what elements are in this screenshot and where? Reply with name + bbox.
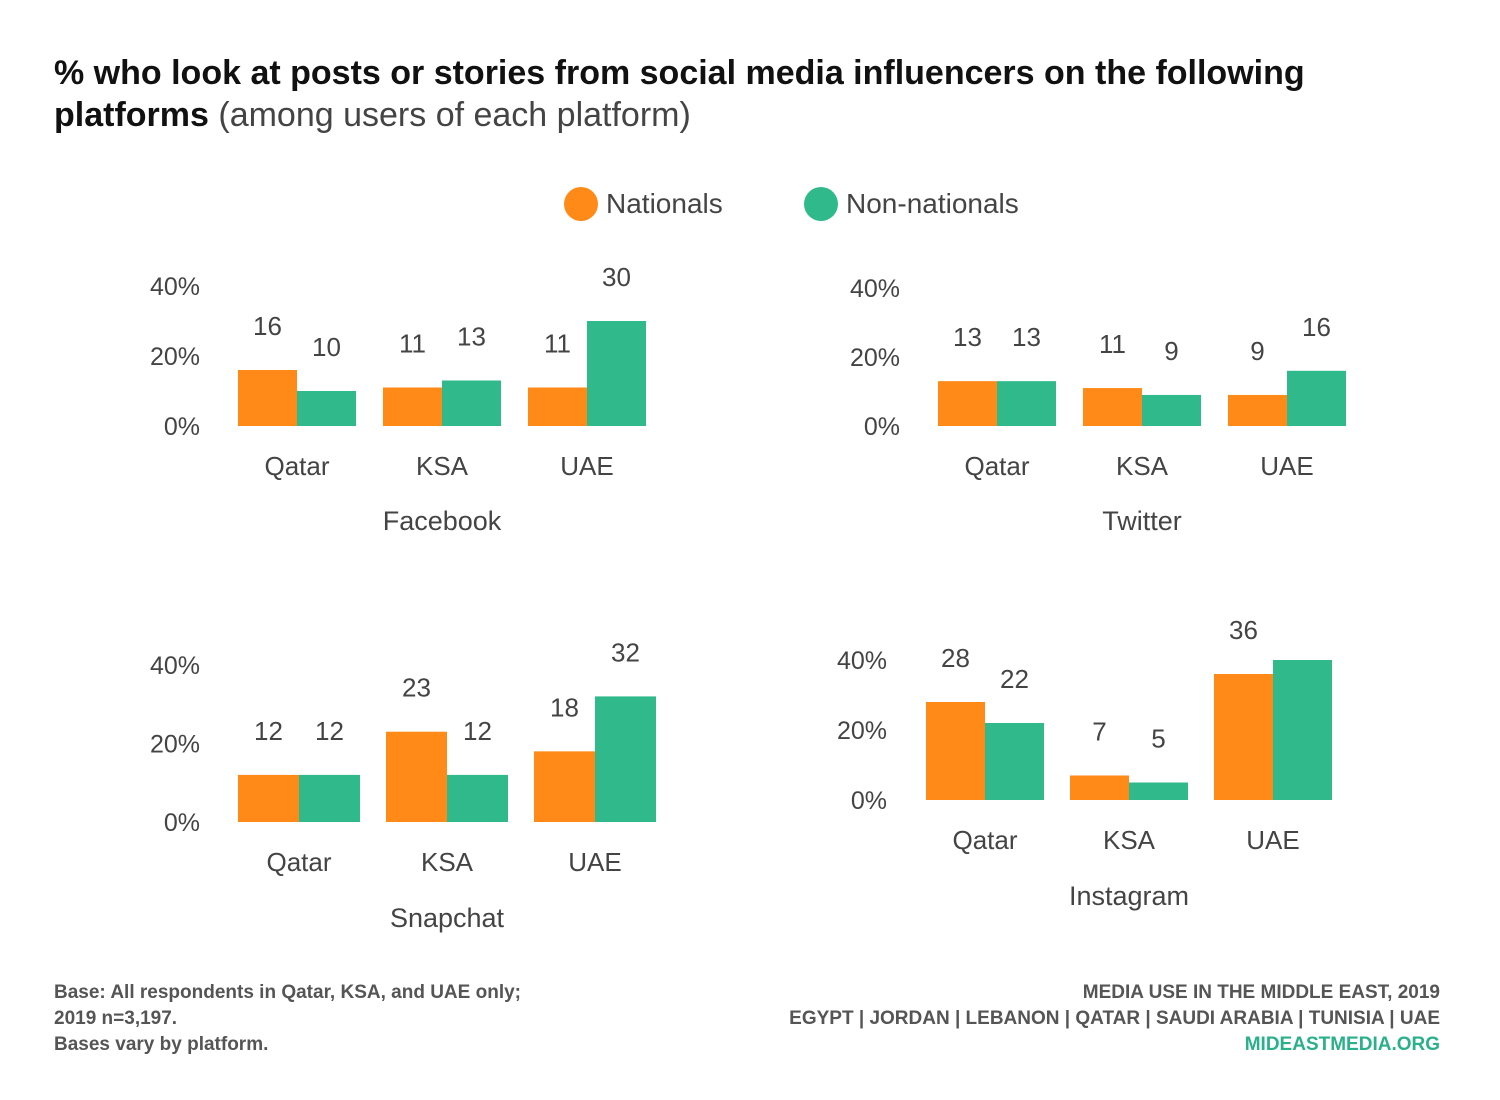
twitter-x-tick-qatar: Qatar [964,451,1029,481]
facebook-bar-qatar-nationals [238,370,297,426]
legend-item-nationals: Nationals [564,182,723,226]
instagram-bar-uae-non-nationals [1273,660,1332,800]
facebook-bar-ksa-nationals [383,387,442,426]
legend-item-non-nationals: Non-nationals [804,182,1019,226]
facebook-value-label-uae-nationals: 11 [544,329,571,359]
instagram-value-label-qatar-nationals: 28 [941,643,970,673]
twitter-bar-qatar-non-nationals [997,381,1056,426]
instagram-y-tick-40-: 40% [837,647,887,675]
instagram-value-label-ksa-nationals: 7 [1092,717,1106,747]
legend-label-non-nationals: Non-nationals [846,188,1019,219]
base-note-line-3: Bases vary by platform. [54,1034,269,1055]
facebook-value-label-uae-non-nationals: 30 [602,262,631,292]
twitter-x-tick-ksa: KSA [1116,451,1169,481]
snapchat-bar-qatar-nationals [238,774,299,822]
source-title: MEDIA USE IN THE MIDDLE EAST, 2019 [1082,982,1440,1003]
snapchat-x-tick-uae: UAE [568,847,621,877]
snapchat-value-label-ksa-non-nationals: 12 [463,716,492,746]
twitter-value-label-ksa-non-nationals: 9 [1164,336,1178,366]
legend: Nationals Non-nationals [0,182,1500,226]
facebook-panel-title: Facebook [383,506,502,536]
charts-area: 0% 20% 40% 16 10 Qatar 11 13 KSA 11 30 UAE Facebook 0… [150,262,1346,933]
twitter-y-tick-20-: 20% [850,344,900,372]
snapchat-x-tick-ksa: KSA [421,847,474,877]
twitter-value-label-ksa-nationals: 11 [1099,329,1126,359]
instagram-bar-uae-nationals [1214,674,1273,800]
facebook-bar-qatar-non-nationals [297,391,356,426]
snapchat-x-tick-qatar: Qatar [266,847,331,877]
instagram-value-label-qatar-non-nationals: 22 [1000,664,1029,694]
facebook-value-label-ksa-non-nationals: 13 [457,322,486,352]
snapchat-bar-ksa-non-nationals [447,774,508,822]
instagram-x-tick-ksa: KSA [1103,825,1156,855]
source-countries: EGYPT | JORDAN | LEBANON | QATAR | SAUDI… [789,1008,1440,1029]
legend-swatch-nationals [564,187,598,221]
instagram-bar-ksa-non-nationals [1129,782,1188,800]
snapchat-value-label-qatar-nationals: 12 [254,716,283,746]
instagram-panel-title: Instagram [1069,881,1189,911]
base-note: Base: All respondents in Qatar, KSA, and… [54,980,694,1058]
twitter-value-label-uae-nationals: 9 [1250,336,1264,366]
snapchat-value-label-ksa-nationals: 23 [402,673,431,703]
twitter-y-tick-0-: 0% [864,413,900,441]
twitter-bar-qatar-nationals [938,381,997,426]
facebook-value-label-qatar-non-nationals: 10 [312,332,341,362]
instagram-y-tick-0-: 0% [851,787,887,815]
snapchat-y-tick-0-: 0% [164,809,200,837]
twitter-bar-ksa-nationals [1083,388,1142,426]
facebook-bar-ksa-non-nationals [442,380,501,426]
snapchat-y-tick-20-: 20% [150,731,200,759]
instagram-bar-qatar-non-nationals [985,723,1044,800]
legend-swatch-non-nationals [804,187,838,221]
instagram-value-label-ksa-non-nationals: 5 [1151,724,1165,754]
snapchat-panel-title: Snapchat [390,903,505,933]
snapchat-bar-ksa-nationals [386,731,447,822]
chart-title: % who look at posts or stories from soci… [54,52,1354,136]
instagram-bar-qatar-nationals [926,702,985,800]
facebook-x-tick-ksa: KSA [416,451,469,481]
twitter-bar-uae-nationals [1228,394,1287,426]
instagram-x-tick-uae: UAE [1246,825,1299,855]
twitter-value-label-qatar-non-nationals: 13 [1012,322,1041,352]
facebook-bar-uae-nationals [528,387,587,426]
twitter-y-tick-40-: 40% [850,275,900,303]
facebook-y-tick-0-: 0% [164,413,200,441]
instagram-bar-ksa-nationals [1070,775,1129,800]
base-note-line-1: Base: All respondents in Qatar, KSA, and… [54,982,521,1003]
snapchat-y-tick-40-: 40% [150,652,200,680]
snapchat-bar-uae-nationals [534,751,595,822]
source-site-link[interactable]: MIDEASTMEDIA.ORG [1244,1034,1440,1055]
facebook-x-tick-uae: UAE [560,451,613,481]
instagram-x-tick-qatar: Qatar [952,825,1017,855]
twitter-value-label-uae-non-nationals: 16 [1302,312,1331,342]
facebook-value-label-qatar-nationals: 16 [253,311,282,341]
source-note: MEDIA USE IN THE MIDDLE EAST, 2019 EGYPT… [540,980,1440,1058]
chart-title-main: % who look at posts or stories from soci… [54,54,1305,134]
base-note-line-2: 2019 n=3,197. [54,1008,178,1029]
facebook-value-label-ksa-nationals: 11 [399,329,426,359]
legend-label-nationals: Nationals [606,188,723,219]
twitter-panel-title: Twitter [1102,506,1182,536]
facebook-x-tick-qatar: Qatar [264,451,329,481]
facebook-y-tick-20-: 20% [150,343,200,371]
snapchat-bar-uae-non-nationals [595,696,656,822]
snapchat-value-label-uae-non-nationals: 32 [611,637,640,667]
facebook-bar-uae-non-nationals [587,321,646,426]
twitter-value-label-qatar-nationals: 13 [953,322,982,352]
snapchat-value-label-qatar-non-nationals: 12 [315,716,344,746]
chart-title-note: (among users of each platform) [218,96,691,134]
instagram-value-label-uae-nationals: 36 [1229,615,1258,645]
twitter-x-tick-uae: UAE [1260,451,1313,481]
snapchat-bar-qatar-non-nationals [299,774,360,822]
twitter-bar-uae-non-nationals [1287,370,1346,426]
twitter-bar-ksa-non-nationals [1142,394,1201,426]
facebook-y-tick-40-: 40% [150,273,200,301]
instagram-y-tick-20-: 20% [837,717,887,745]
snapchat-value-label-uae-nationals: 18 [550,692,579,722]
